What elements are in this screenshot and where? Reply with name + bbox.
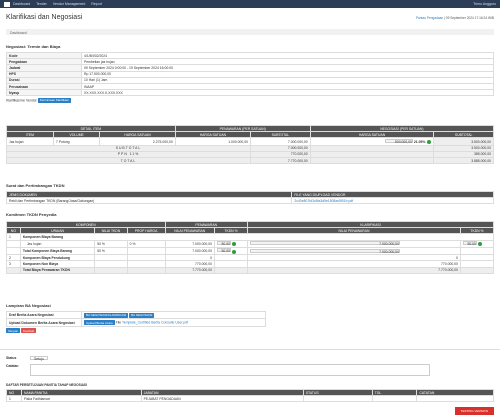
nav-tender[interactable]: Tender xyxy=(36,2,47,6)
tkdn-klar-val: 7.000.000,00 xyxy=(249,248,400,254)
negosiasi-heading: Negosiasi: Termin dan Biaya xyxy=(6,44,61,49)
check-icon[interactable] xyxy=(232,249,236,254)
nav-dashboard[interactable]: Dashboard xyxy=(13,2,31,6)
nav-vendor-management[interactable]: Vendor Management xyxy=(52,2,86,6)
app-logo-icon xyxy=(4,1,10,7)
status-label: Status xyxy=(6,356,17,360)
panitia-status xyxy=(302,395,373,403)
tkdn-uraian: Total Biaya Penawaran TKDN xyxy=(19,266,96,274)
surat-file-link[interactable]: 2c40e807fd3c5fa3d5e1508ac5f01b.pdf xyxy=(291,197,494,205)
panitia-tgl xyxy=(371,395,418,403)
ba-negosiasi-button[interactable]: BA NEGOSIASI xyxy=(129,312,155,318)
file-label: File xyxy=(115,320,122,325)
tkdn-uraian: Jas hujan xyxy=(19,239,96,248)
breadcrumb: Dashboard xyxy=(6,29,494,35)
surat-doc: Rekli dan Pertimbangan TKDN (Barang/Jasa… xyxy=(5,197,293,205)
panitia-nama: Fiska Fadhiansar xyxy=(21,395,142,403)
nego-subtotal: 3.500.000,00 xyxy=(433,137,494,146)
total-label: TOTAL xyxy=(5,157,252,165)
ba-label: Upload Dokumen Berita Acara Negosiasi xyxy=(6,318,82,327)
check-icon[interactable] xyxy=(427,140,432,145)
detail-item-table: DETAIL ITEM PENAWARAN (PER SATUAN) NEGOSIA… xyxy=(5,124,495,165)
nav-report[interactable]: Report xyxy=(91,2,102,6)
breadcrumb-dashboard[interactable]: Dashboard xyxy=(10,30,27,35)
check-icon[interactable] xyxy=(477,242,482,247)
nego-price-input[interactable]: 500.000,00 xyxy=(384,138,413,144)
tkdn-klar-val: 7.770.000,00 xyxy=(246,266,461,274)
catatan-label: Catatan xyxy=(6,364,19,368)
tkdn-prop: 0 % xyxy=(126,239,166,248)
item-price: 1.000.000,00 xyxy=(174,137,252,146)
user-menu[interactable]: Trimo Anggoro xyxy=(473,2,496,6)
datetime: 09 September 2024 17:16:24 WIB xyxy=(445,16,494,20)
tkdn-heading: Komitmen TKDN Penyedia xyxy=(6,212,57,217)
tkdn-nilai: 50 % xyxy=(94,239,128,248)
surat-heading: Surat dan Pertimbangan TKDN xyxy=(6,183,65,188)
tkdn-pen-val: 7.000.000,00 xyxy=(164,246,215,256)
item-hps: 2.275.000,00 xyxy=(99,137,176,146)
panitia-catatan xyxy=(416,395,494,403)
panitia-no: 1 xyxy=(6,395,22,403)
panitia-jabatan: PEJABAT PENGADAAN xyxy=(140,395,304,403)
page-title: Klarifikasi dan Negosiasi xyxy=(6,14,83,21)
ba-heading: Lampiran BA Negosiasi xyxy=(6,303,51,308)
total-value: 3.885.000,00 xyxy=(433,157,494,165)
tkdn-klar-pct-input[interactable]: 50.00 xyxy=(462,241,477,246)
tkdn-uraian: Total Komponen Biaya Barang xyxy=(19,246,96,256)
pantau-link[interactable]: Pantau Pengadaan xyxy=(415,16,444,20)
testing-version-badge: TESTING VERSION xyxy=(454,407,494,415)
simpan-button[interactable]: Simpan xyxy=(6,328,21,334)
tkdn-table: KOMPONEN PENAWARAN KLARIFIKASI NO URAIAN NIL… xyxy=(6,220,495,274)
info-val: XX.XXX.XXX.X-XXX.XXX xyxy=(81,89,494,97)
info-table: Kode 4/1/B/002/2024 Pengadaan Pembelian ja… xyxy=(6,51,494,103)
ba-klarifikasi-button[interactable]: BA NEGOSIASI/KLARIFIKASI xyxy=(84,312,129,318)
check-icon[interactable] xyxy=(232,242,236,247)
upload-ba-button[interactable]: Upload Berita Acara xyxy=(84,319,115,326)
header-meta: Pantau Pengadaan | 09 September 2024 17:… xyxy=(415,16,494,20)
total-value: 7.770.000,00 xyxy=(250,157,311,165)
catatan-textarea[interactable] xyxy=(30,364,430,376)
uploaded-file-link[interactable]: Template_Certified Berita Consuite User.… xyxy=(122,320,188,325)
tkdn-pen-val: 7.000.000,00 xyxy=(164,239,215,248)
tkdn-pen-pct-input[interactable]: 50.00 xyxy=(217,241,231,246)
surat-table: JENIS DOKUMEN FILE YANG DIUPLOAD VENDOR R… xyxy=(5,190,494,205)
discount-badge: 21.05% xyxy=(413,139,426,144)
tkdn-pen-pct: 50.00 xyxy=(217,248,231,253)
top-navbar: Dashboard Tender Vendor Management Repor… xyxy=(0,0,500,8)
kembali-button[interactable]: Kembali xyxy=(21,328,36,334)
info-key: Nyasp xyxy=(6,89,82,97)
ba-table: Draf Berita Acara Negosiasi BA NEGOSIASI/… xyxy=(6,310,266,334)
panitia-heading: DAFTAR PERSETUJUAN PANITIA TAHAP NEGOSIA… xyxy=(6,383,87,387)
item-subtotal: 7.000.000,00 xyxy=(250,137,311,146)
permintaan-klarifikasi-button[interactable]: Permintaan Klarifikasi xyxy=(37,97,71,103)
tkdn-klar-val-input[interactable]: 7.000.000,00 xyxy=(249,241,400,246)
item-name: Jas hujan xyxy=(6,137,54,146)
item-volume: 7 Potong xyxy=(52,137,101,146)
status-select[interactable]: Setuju xyxy=(30,355,48,361)
tkdn-nilai: 50 % xyxy=(94,246,128,256)
tkdn-pen-val: 7.770.000,00 xyxy=(164,266,215,274)
approval-form: Status Setuju Catatan xyxy=(6,355,494,376)
klarifikasi-label: Klarifikasi ke Vendor xyxy=(6,98,37,103)
ba-label: Draf Berita Acara Negosiasi xyxy=(6,310,82,320)
